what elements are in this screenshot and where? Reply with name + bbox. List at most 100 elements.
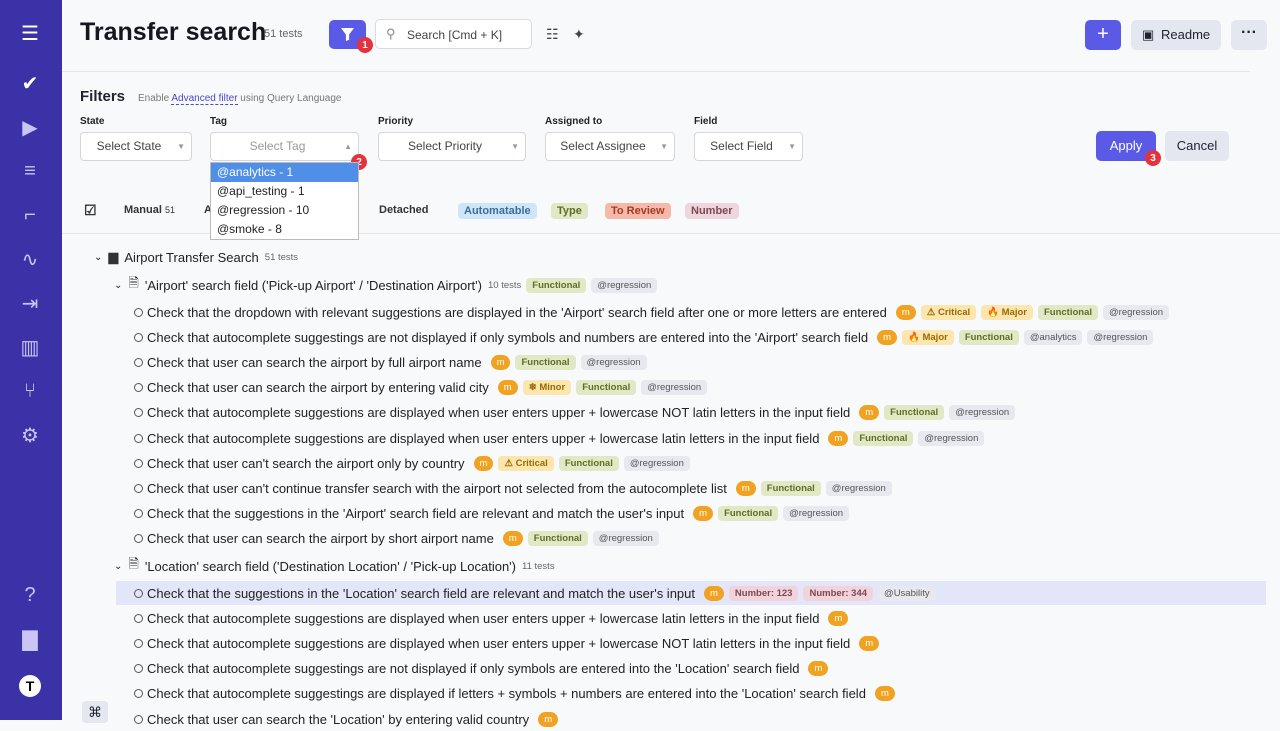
sparkle-icon[interactable]: ✦	[573, 26, 585, 42]
hint-pre: Enable	[138, 93, 172, 104]
tag-option[interactable]: @api_testing - 1	[217, 184, 305, 198]
book-icon: ▣	[1142, 27, 1155, 42]
test-runs-icon[interactable]: ≡	[24, 159, 36, 182]
priority-select[interactable]: Select Priority ▼	[378, 132, 526, 161]
test-row[interactable]: Check that user can't continue transfer …	[116, 476, 1266, 500]
group-row[interactable]: ⌄ 🗎 'Location' search field ('Destination …	[114, 554, 1266, 578]
assignee-placeholder: Select Assignee	[560, 139, 646, 153]
tag-badge: Functional	[576, 380, 637, 396]
tag-option[interactable]: @smoke - 8	[217, 222, 282, 236]
chip-number[interactable]: Number	[685, 203, 739, 219]
test-row[interactable]: Check that user can't search the airport…	[116, 451, 1266, 475]
filter-icon	[341, 28, 354, 41]
tab-automated[interactable]: A	[204, 204, 212, 216]
chevron-down-icon[interactable]: ⌄	[94, 251, 103, 263]
status-circle-icon	[134, 689, 143, 699]
tag-badge: ⚠ Critical	[498, 455, 554, 471]
manual-badge: m	[497, 380, 518, 396]
assignee-select[interactable]: Select Assignee ▼	[545, 132, 675, 161]
more-button[interactable]: ···	[1231, 20, 1267, 50]
state-select[interactable]: Select State ▼	[80, 132, 192, 161]
test-title: Check that user can search the 'Location…	[147, 711, 530, 727]
tag-badge: @analytics	[1023, 329, 1083, 345]
test-row[interactable]: Check that user can search the 'Location…	[116, 707, 1266, 731]
manual-badge: m	[859, 405, 880, 421]
tag-option[interactable]: @analytics - 1	[211, 163, 358, 182]
tab-detached[interactable]: Detached	[379, 204, 429, 216]
branches-icon[interactable]: ⑂	[24, 379, 36, 402]
group-count: 11 tests	[522, 560, 555, 572]
test-row[interactable]: Check that the suggestions in the 'Locat…	[116, 581, 1266, 605]
test-row[interactable]: Check that autocomplete suggestions are …	[116, 426, 1266, 450]
field-select[interactable]: Select Field ▼	[694, 132, 803, 161]
filters-hint: Enable Advanced filter using Query Langu…	[138, 93, 342, 105]
group-row[interactable]: ⌄ 🗎 'Airport' search field ('Pick-up Airpo…	[114, 273, 1266, 297]
add-button[interactable]: +	[1085, 20, 1121, 50]
manual-badge: m	[735, 480, 756, 496]
play-icon[interactable]: ▶	[22, 116, 38, 139]
menu-icon[interactable]: ☰	[21, 22, 39, 45]
status-circle-icon	[134, 714, 143, 724]
filter-button[interactable]	[329, 20, 366, 49]
file-icon: 🗎	[128, 275, 139, 290]
test-title: Check that autocomplete suggestings are …	[147, 661, 800, 677]
test-row[interactable]: Check that user can search the airport b…	[116, 527, 1266, 551]
manual-badge: m	[490, 354, 511, 370]
status-circle-icon	[134, 332, 143, 342]
sliders-icon[interactable]: ☷	[546, 26, 559, 42]
test-row[interactable]: Check that autocomplete suggestions are …	[116, 631, 1266, 655]
tag-badge: @regression	[918, 430, 985, 446]
step-badge-1: 1	[357, 37, 373, 53]
tag-badge: Number: 344	[803, 585, 874, 601]
test-row[interactable]: Check that the suggestions in the 'Airpo…	[116, 502, 1266, 526]
chip-type[interactable]: Type	[551, 203, 588, 219]
test-title: Check that autocomplete suggestions are …	[147, 635, 851, 651]
test-row[interactable]: Check that autocomplete suggestings are …	[116, 657, 1266, 681]
chevron-up-icon: ▲	[344, 142, 352, 151]
main-area: Transfer search 51 tests 1 ⚲ Search [Cmd …	[62, 0, 1280, 727]
tab-manual[interactable]: Manual 51	[124, 204, 175, 216]
chevron-down-icon[interactable]: ⌄	[114, 560, 123, 572]
select-all-icon[interactable]: ☑	[84, 202, 97, 218]
chevron-down-icon: ▼	[788, 142, 796, 151]
test-row[interactable]: Check that user can search the airport b…	[116, 376, 1266, 400]
test-row[interactable]: Check that autocomplete suggestions are …	[116, 606, 1266, 630]
tag-badge: Functional	[526, 277, 587, 293]
readme-button[interactable]: ▣ Readme	[1131, 20, 1221, 50]
analytics-icon[interactable]: ▥	[20, 336, 40, 359]
chip-to-review[interactable]: To Review	[605, 203, 671, 219]
tag-badge: @regression	[580, 354, 647, 370]
chip-automatable[interactable]: Automatable	[458, 203, 537, 219]
test-row[interactable]: Check that autocomplete suggestings are …	[116, 682, 1266, 706]
test-row[interactable]: Check that autocomplete suggestions are …	[116, 401, 1266, 425]
cancel-button[interactable]: Cancel	[1165, 131, 1229, 161]
tag-badge: @regression	[641, 380, 708, 396]
import-icon[interactable]: ⇥	[21, 292, 39, 315]
tag-option[interactable]: @regression - 10	[217, 203, 310, 217]
check-icon[interactable]: ✔	[21, 72, 39, 95]
tag-select[interactable]: Select Tag ▲	[210, 132, 359, 161]
help-icon[interactable]: ?	[24, 583, 36, 606]
advanced-filter-link[interactable]: Advanced filter	[171, 93, 238, 105]
settings-icon[interactable]: ⚙	[21, 424, 39, 447]
search-input[interactable]: ⚲ Search [Cmd + K]	[375, 19, 532, 49]
suite-row[interactable]: ⌄ ▆ Airport Transfer Search 51 tests	[94, 245, 1266, 269]
test-row[interactable]: Check that user can search the airport b…	[116, 350, 1266, 374]
pulse-icon[interactable]: ∿	[21, 248, 39, 271]
status-circle-icon	[134, 613, 143, 623]
folder-icon[interactable]: ▇	[22, 628, 38, 651]
tag-badge: Functional	[1037, 304, 1099, 320]
test-row[interactable]: Check that autocomplete suggestings are …	[116, 325, 1266, 349]
tag-badge: @regression	[591, 277, 658, 293]
steps-icon[interactable]: ⌐	[24, 203, 36, 226]
tag-dropdown: @analytics - 1 @api_testing - 1 @regress…	[210, 162, 359, 240]
test-row[interactable]: Check that the dropdown with relevant su…	[116, 300, 1266, 324]
tag-badge: Functional	[558, 455, 619, 471]
profile-icon[interactable]: T	[19, 675, 41, 697]
status-circle-icon	[134, 588, 143, 598]
assigned-label: Assigned to	[545, 116, 603, 127]
command-icon[interactable]: ⌘	[82, 701, 108, 723]
filters-title: Filters	[80, 88, 126, 105]
chevron-down-icon[interactable]: ⌄	[114, 279, 123, 291]
manual-badge: m	[693, 506, 714, 522]
